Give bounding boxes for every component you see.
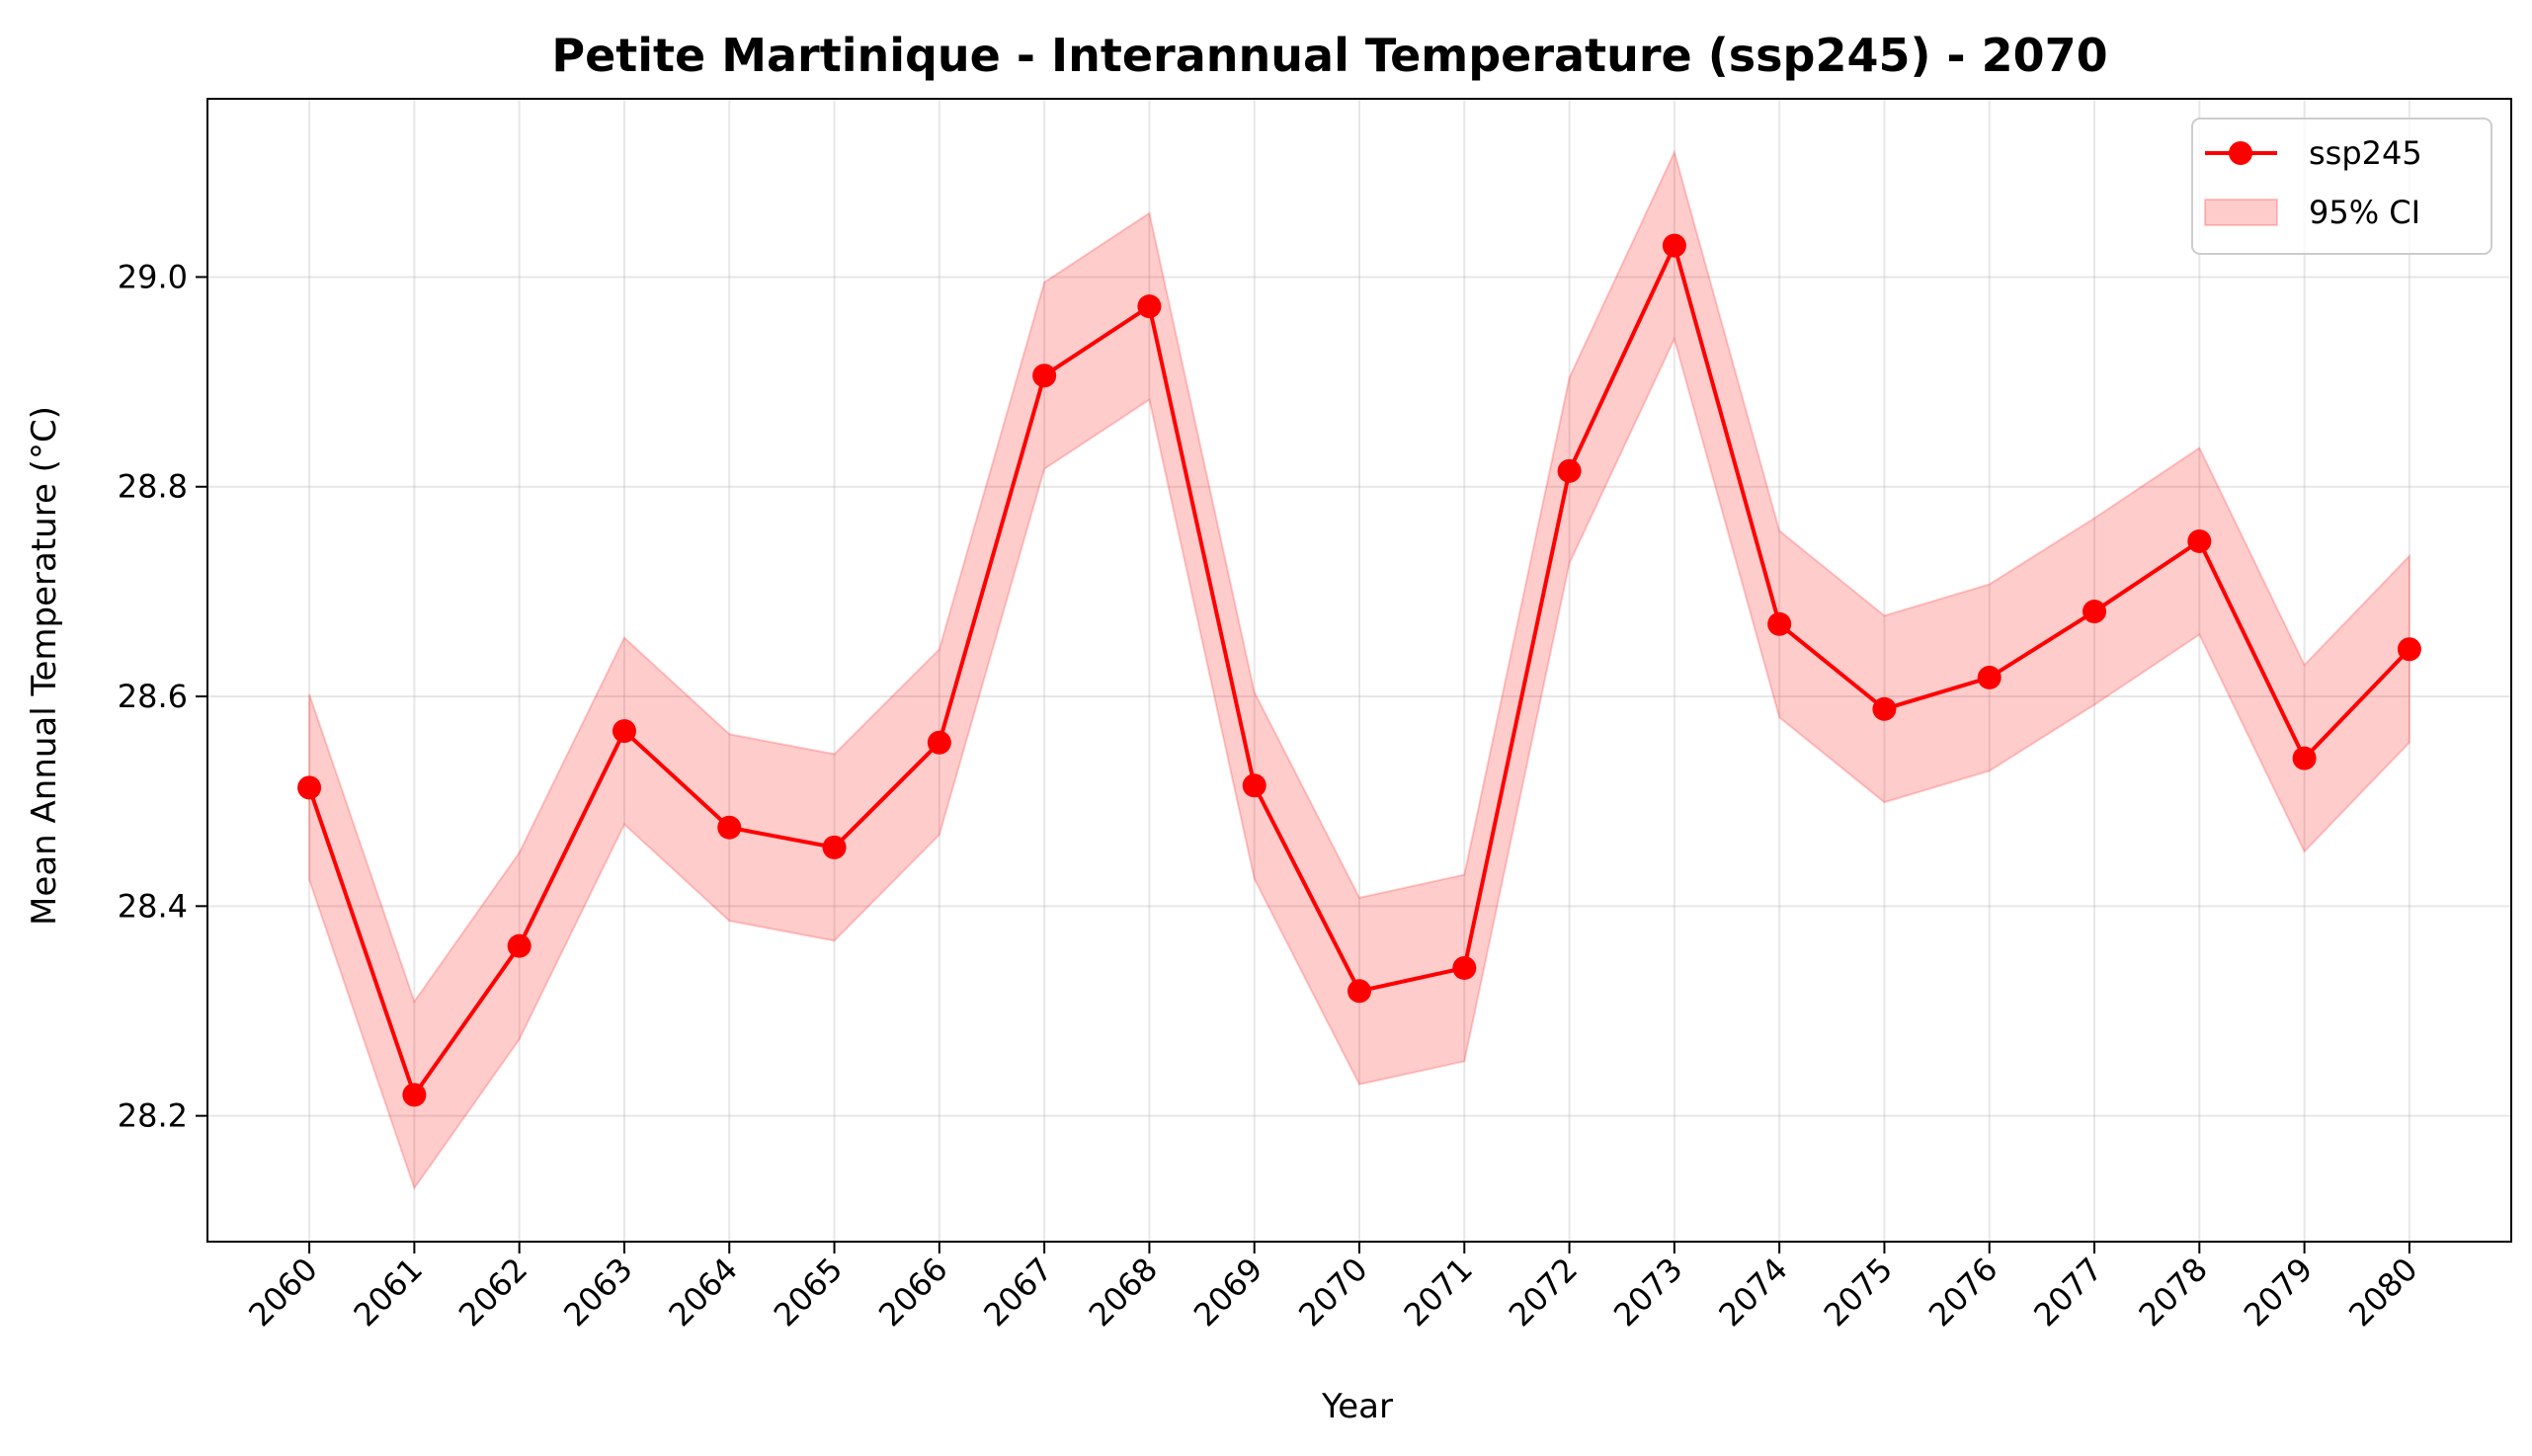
legend-marker-swatch [2229, 141, 2252, 165]
y-tick-label-1: 28.4 [118, 887, 188, 925]
data-point-2069 [1242, 773, 1266, 798]
y-tick-label-0: 28.2 [118, 1097, 188, 1135]
data-point-2060 [297, 775, 322, 800]
x-tick-label-16: 2076 [1921, 1251, 2004, 1334]
chart-title: Petite Martinique - Interannual Temperat… [551, 29, 2107, 82]
x-tick-label-17: 2077 [2026, 1251, 2109, 1334]
legend-ci-swatch [2204, 199, 2278, 226]
data-point-2076 [1977, 665, 2001, 689]
series-markers-layer [297, 233, 2421, 1107]
x-tick-label-1: 2061 [347, 1251, 430, 1334]
data-point-2080 [2397, 637, 2421, 662]
x-axis-ticks: 2060 2061 2062 2063 2064 2065 2066 2067 2068 2069… [241, 1242, 2425, 1334]
x-tick-label-13: 2073 [1606, 1251, 1689, 1334]
x-tick-label-18: 2078 [2132, 1251, 2215, 1334]
data-point-2064 [717, 815, 742, 840]
data-point-2078 [2187, 528, 2212, 553]
data-point-2073 [1662, 233, 1686, 258]
x-tick-label-15: 2075 [1817, 1251, 1900, 1334]
x-tick-label-20: 2080 [2341, 1251, 2424, 1334]
ci-band-layer [308, 149, 2410, 1191]
x-tick-label-9: 2069 [1186, 1251, 1269, 1334]
y-axis-label: Mean Annual Temperature (°C) [25, 406, 64, 926]
data-point-2072 [1557, 458, 1582, 483]
legend-ci-label: 95% CI [2309, 194, 2420, 231]
y-tick-label-3: 28.8 [118, 468, 188, 506]
legend: ssp245 95% CI [2191, 118, 2492, 255]
data-point-2075 [1872, 696, 1897, 721]
x-tick-label-4: 2064 [661, 1251, 744, 1334]
data-point-2065 [822, 835, 847, 859]
y-tick-label-2: 28.6 [118, 678, 188, 715]
x-tick-label-0: 2060 [241, 1251, 324, 1334]
data-point-2061 [402, 1083, 427, 1107]
x-tick-label-10: 2070 [1291, 1251, 1374, 1334]
y-tick-label-4: 29.0 [118, 258, 188, 295]
x-tick-label-11: 2071 [1396, 1251, 1479, 1334]
y-axis-ticks: 28.2 28.4 28.6 28.8 29.0 [118, 258, 207, 1135]
data-point-2066 [927, 730, 951, 755]
x-tick-label-2: 2062 [451, 1251, 534, 1334]
data-point-2063 [612, 719, 636, 744]
x-tick-label-19: 2079 [2237, 1251, 2320, 1334]
data-point-2070 [1348, 979, 1371, 1004]
ci-band [308, 149, 2410, 1191]
x-tick-label-14: 2074 [1711, 1251, 1794, 1334]
x-tick-label-6: 2066 [871, 1251, 954, 1334]
grid-lines [207, 99, 2511, 1242]
data-point-2079 [2292, 746, 2317, 770]
data-point-2071 [1452, 955, 1477, 980]
x-tick-label-8: 2068 [1082, 1251, 1165, 1334]
x-tick-label-3: 2063 [556, 1251, 639, 1334]
data-point-2067 [1032, 364, 1057, 388]
data-point-2062 [507, 933, 531, 958]
x-tick-label-5: 2065 [767, 1251, 850, 1334]
x-tick-label-12: 2072 [1502, 1251, 1585, 1334]
legend-series-label: ssp245 [2309, 134, 2422, 172]
x-tick-label-7: 2067 [976, 1251, 1059, 1334]
data-point-2074 [1767, 611, 1792, 636]
data-point-2077 [2083, 600, 2107, 624]
data-point-2068 [1137, 294, 1162, 319]
x-axis-label: Year [1321, 1387, 1393, 1426]
